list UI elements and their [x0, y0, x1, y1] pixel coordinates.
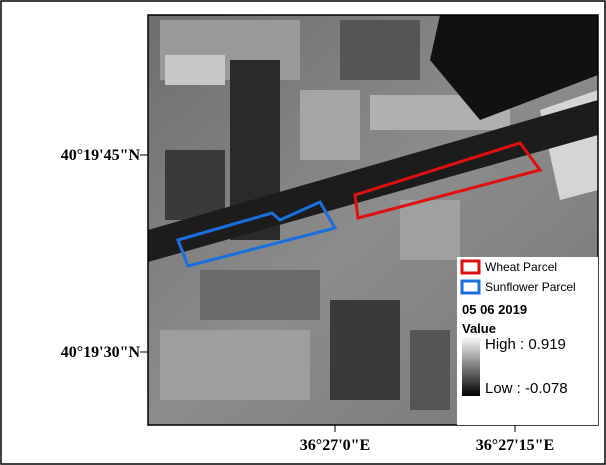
latitude-label: 40°19'30"N	[61, 344, 141, 361]
legend-swatch	[460, 279, 481, 295]
longitude-label: 36°27'15"E	[476, 437, 554, 454]
color-ramp	[462, 336, 480, 396]
legend-item: Wheat Parcel	[485, 260, 557, 274]
legend-item: Sunflower Parcel	[485, 280, 576, 294]
legend: Wheat Parcel Sunflower Parcel 05 06 2019…	[457, 257, 598, 425]
legend-high: High : 0.919	[485, 336, 566, 353]
legend-swatch	[460, 259, 481, 275]
legend-date: 05 06 2019	[462, 302, 527, 317]
map-frame	[147, 14, 599, 426]
latitude-label: 40°19'45"N	[61, 147, 141, 164]
wheat-parcel	[353, 141, 543, 220]
legend-value-title: Value	[462, 321, 496, 336]
longitude-label: 36°27'0"E	[300, 437, 370, 454]
sunflower-parcel	[176, 200, 338, 268]
legend-low: Low : -0.078	[485, 380, 568, 397]
